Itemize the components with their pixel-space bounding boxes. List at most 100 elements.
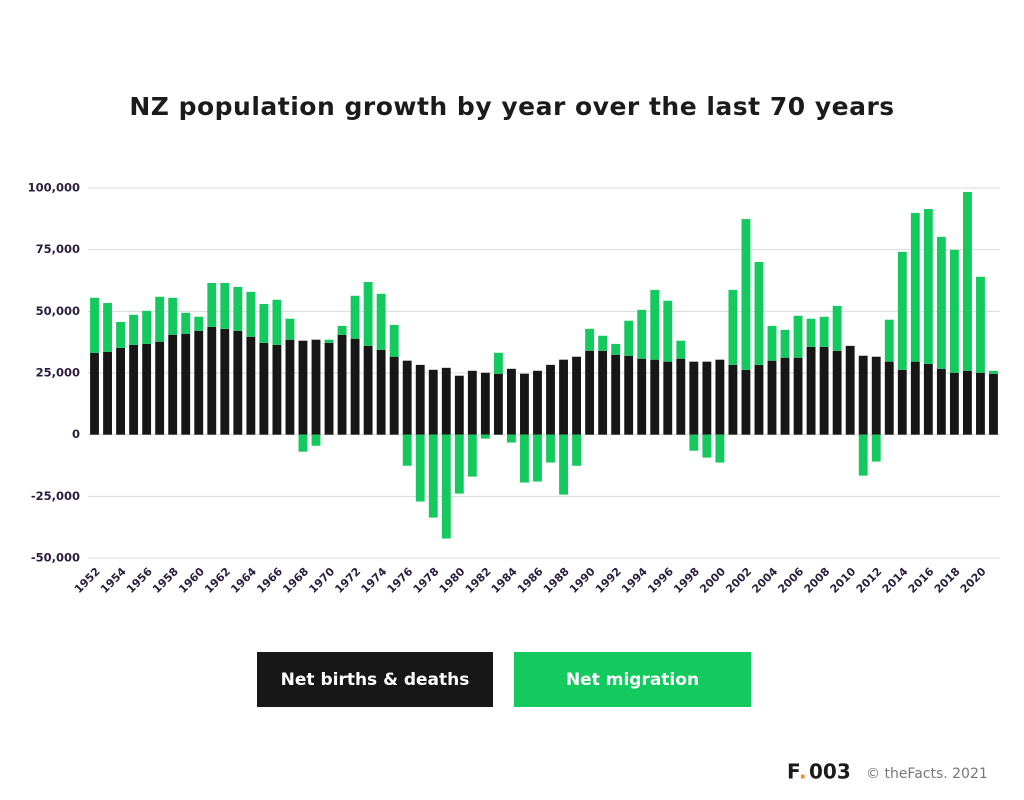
bar-segment	[337, 325, 347, 335]
x-tick-label: 2018	[932, 565, 963, 596]
bar-segment	[949, 249, 959, 373]
bar-segment	[480, 372, 490, 435]
x-tick-label: 1980	[437, 565, 468, 596]
bar-segment	[910, 212, 920, 362]
x-tick-label: 1960	[176, 565, 207, 596]
x-tick-label: 2008	[802, 565, 833, 596]
x-tick-label: 2020	[958, 565, 989, 596]
x-tick-label: 1970	[306, 565, 337, 596]
bar-segment	[728, 289, 738, 365]
bar-segment	[337, 334, 347, 435]
bar-segment	[819, 346, 829, 435]
x-tick-label: 1958	[150, 565, 181, 596]
bar-segment	[246, 291, 256, 337]
x-tick-label: 1984	[489, 565, 520, 596]
bar-segment	[129, 344, 139, 435]
legend-label: Net births & deaths	[281, 670, 470, 690]
bar-segment	[780, 329, 790, 358]
y-tick-label: 75,000	[36, 242, 80, 256]
bar-segment	[676, 340, 686, 359]
bars	[90, 191, 998, 539]
bar-segment	[559, 359, 568, 435]
x-tick-label: 1994	[619, 565, 650, 596]
bar-segment	[441, 367, 451, 435]
bar-segment	[936, 368, 946, 435]
bar-segment	[533, 370, 542, 435]
x-tick-label: 2012	[854, 565, 885, 596]
bar-segment	[155, 296, 165, 342]
bar-segment	[897, 251, 907, 370]
bar-segment	[168, 297, 178, 335]
y-tick-label: 0	[72, 427, 80, 441]
bar-segment	[884, 361, 894, 435]
bar-segment	[207, 326, 217, 435]
bar-segment	[598, 335, 608, 351]
bar-segment	[976, 276, 985, 373]
bar-segment	[741, 219, 751, 370]
bar-segment	[181, 312, 191, 334]
bar-segment	[754, 262, 764, 365]
bar-segment	[233, 330, 243, 435]
legend-swatch	[257, 652, 493, 707]
bar-segment	[871, 356, 881, 435]
bar-segment	[259, 342, 269, 435]
bar-segment	[832, 350, 842, 435]
bar-segment	[819, 316, 829, 347]
bar-segment	[702, 434, 712, 458]
bar-segment	[663, 300, 673, 362]
bar-segment	[858, 355, 868, 435]
bar-segment	[936, 236, 946, 369]
chart-title: NZ population growth by year over the la…	[129, 92, 894, 121]
x-tick-label: 1956	[124, 565, 155, 596]
bar-segment	[233, 286, 243, 331]
bar-segment	[428, 369, 438, 435]
x-tick-label: 1992	[593, 565, 624, 596]
bar-segment	[298, 434, 308, 452]
bar-segment	[923, 363, 933, 435]
bar-segment	[116, 321, 126, 348]
bar-segment	[311, 434, 321, 446]
bar-segment	[989, 370, 998, 374]
bar-segment	[363, 345, 373, 435]
bar-segment	[637, 358, 647, 435]
bar-segment	[585, 328, 595, 351]
bar-segment	[194, 330, 204, 435]
x-tick-label: 1988	[541, 565, 572, 596]
bar-segment	[715, 359, 725, 435]
bar-segment	[520, 373, 529, 435]
bar-segment	[116, 347, 126, 435]
bar-segment	[272, 344, 282, 435]
brand-dot: .	[799, 760, 807, 784]
bar-segment	[168, 334, 178, 435]
bar-segment	[715, 434, 725, 463]
bar-segment	[285, 318, 295, 340]
bar-segment	[285, 339, 295, 435]
bar-segment	[767, 360, 777, 435]
bar-segment	[754, 364, 764, 435]
bar-segment	[728, 364, 738, 435]
bar-segment	[949, 372, 959, 435]
x-tick-label: 1972	[332, 565, 363, 596]
bar-segment	[910, 361, 920, 435]
bar-segment	[454, 375, 464, 435]
x-tick-label: 1978	[411, 565, 442, 596]
bar-segment	[546, 364, 555, 435]
x-tick-label: 2004	[749, 565, 780, 596]
bar-segment	[806, 318, 816, 347]
x-tick-label: 1982	[463, 565, 494, 596]
y-tick-label: -25,000	[31, 489, 80, 503]
bar-segment	[441, 434, 451, 539]
legend-label: Net migration	[566, 670, 699, 690]
bar-segment	[415, 364, 425, 435]
bar-segment	[363, 281, 373, 346]
bar-segment	[832, 305, 842, 351]
bar-segment	[324, 339, 334, 343]
x-tick-label: 1966	[254, 565, 285, 596]
bar-segment	[572, 434, 582, 466]
bar-segment	[793, 357, 803, 435]
legend-swatch	[514, 652, 751, 707]
bar-segment	[611, 354, 621, 435]
bar-segment	[350, 338, 360, 435]
bar-segment	[90, 297, 99, 353]
x-tick-label: 1954	[98, 565, 129, 596]
